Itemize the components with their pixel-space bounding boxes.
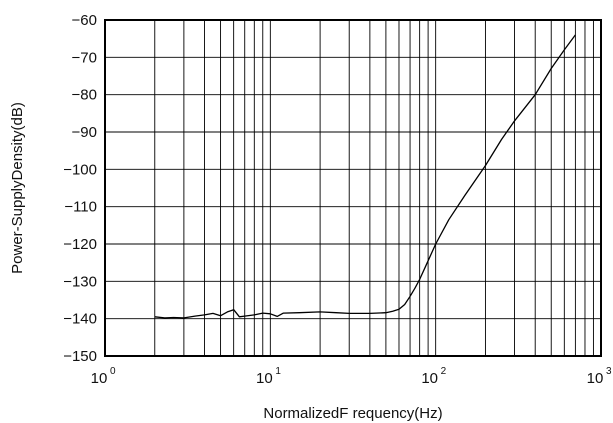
y-tick-label: −110 — [64, 199, 97, 216]
plot-frame — [104, 19, 602, 357]
y-tick-label: −70 — [72, 49, 97, 66]
x-tick-exponent: 3 — [606, 366, 612, 377]
series-layer — [154, 34, 576, 319]
y-tick-label: −140 — [63, 311, 97, 328]
x-tick-exponent: 1 — [275, 366, 281, 377]
y-tick-label: −150 — [63, 348, 97, 365]
y-tick-label: −90 — [72, 124, 97, 141]
y-axis-label: Power-SupplyDensity(dB) — [9, 102, 26, 274]
x-tick-label: 10 — [587, 370, 604, 387]
y-tick-label: −80 — [72, 87, 97, 104]
series-line — [154, 34, 576, 319]
y-tick-label: −130 — [63, 273, 97, 290]
x-tick-label: 10 — [91, 370, 108, 387]
y-tick-label: −100 — [63, 161, 97, 178]
y-tick-label: −60 — [72, 12, 97, 29]
x-tick-label: 10 — [421, 370, 438, 387]
x-axis-label: NormalizedF requency(Hz) — [263, 405, 442, 422]
x-tick-exponent: 2 — [441, 366, 447, 377]
x-tick-label: 10 — [256, 370, 273, 387]
y-tick-labels: −60 −70 −80 −90 −100 −110 −120 −130 −140 −150 — [63, 12, 97, 365]
x-tick-labels: 10 0 10 1 10 2 10 3 — [91, 366, 612, 387]
y-tick-label: −120 — [63, 236, 97, 253]
grid — [105, 20, 601, 356]
x-tick-exponent: 0 — [110, 366, 116, 377]
